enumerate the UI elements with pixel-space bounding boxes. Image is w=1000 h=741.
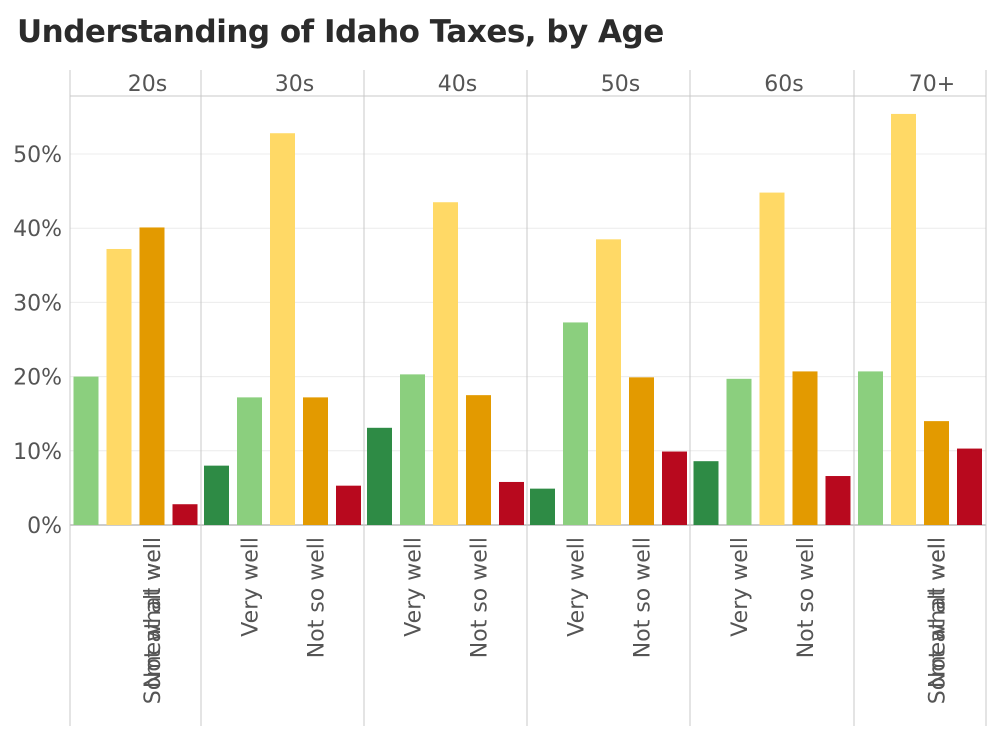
y-tick-label: 40% [13, 217, 62, 242]
x-category-label: Not so well [794, 537, 819, 658]
bar-somewhat-well [563, 322, 588, 525]
bar-somewhat-well [726, 378, 752, 525]
bar-somewhat-well [237, 397, 262, 525]
panel-header-label: 20s [128, 72, 167, 97]
y-tick-label: 10% [13, 440, 62, 465]
y-tick-label: 20% [13, 366, 62, 391]
panel-header-label: 30s [275, 72, 314, 97]
panel-30s: 30s Very well Not so well [204, 72, 361, 658]
bar-not-so-well [792, 371, 818, 525]
chart-title: Understanding of Idaho Taxes, by Age [17, 14, 664, 50]
x-category-label: Very well [402, 537, 427, 637]
x-category-label: Not so well [468, 537, 493, 658]
y-tick-label: 0% [27, 514, 62, 539]
y-tick-label: 50% [13, 143, 62, 168]
bar-not-at-all-well [662, 451, 687, 525]
bar-well [106, 248, 132, 525]
x-category-label: Somewhat well [141, 537, 166, 704]
x-category-label: Not so well [305, 537, 330, 658]
bar-very-well [367, 427, 392, 525]
y-tick-label: 30% [13, 291, 62, 316]
bar-very-well [530, 488, 555, 525]
bar-well [433, 202, 458, 526]
gridlines [69, 70, 987, 726]
x-category-label: Very well [565, 537, 590, 637]
bar-not-so-well [303, 397, 328, 525]
bar-somewhat-well [400, 374, 425, 525]
x-category-label: Not at all well [926, 537, 951, 688]
y-axis: 0% 10% 20% 30% 40% 50% [13, 143, 62, 539]
x-category-label: Very well [239, 537, 264, 637]
bar-very-well [204, 465, 229, 525]
x-category-label: Not at all well [141, 537, 166, 688]
bar-not-so-well [629, 377, 654, 525]
bar-not-at-all-well [172, 504, 198, 525]
x-category-label: Not so well [631, 537, 656, 658]
panel-50s: 50s Very well Not so well [530, 72, 687, 658]
panel-header-label: 40s [438, 72, 477, 97]
x-category-label: Somewhat well [926, 537, 951, 704]
bar-not-so-well [139, 227, 165, 525]
bar-not-at-all-well [336, 485, 361, 525]
panel-header-label: 60s [764, 72, 803, 97]
bar-not-so-well [924, 421, 949, 525]
bar-not-at-all-well [499, 481, 524, 525]
bar-somewhat-well [858, 371, 883, 525]
bar-well [270, 133, 295, 525]
panel-40s: 40s Very well Not so well [367, 72, 524, 658]
bar-not-at-all-well [957, 448, 982, 525]
bar-somewhat-well [73, 376, 99, 525]
bar-very-well [693, 461, 719, 525]
panel-header-label: 50s [601, 72, 640, 97]
bar-not-at-all-well [825, 476, 851, 525]
panel-60s: 60s Very well Not so well [693, 72, 851, 658]
bar-not-so-well [466, 395, 491, 525]
panel-header-label: 70+ [909, 72, 955, 97]
x-category-label: Very well [728, 537, 753, 637]
bar-well [759, 192, 785, 526]
bar-well [891, 113, 916, 525]
bar-well [596, 239, 621, 525]
